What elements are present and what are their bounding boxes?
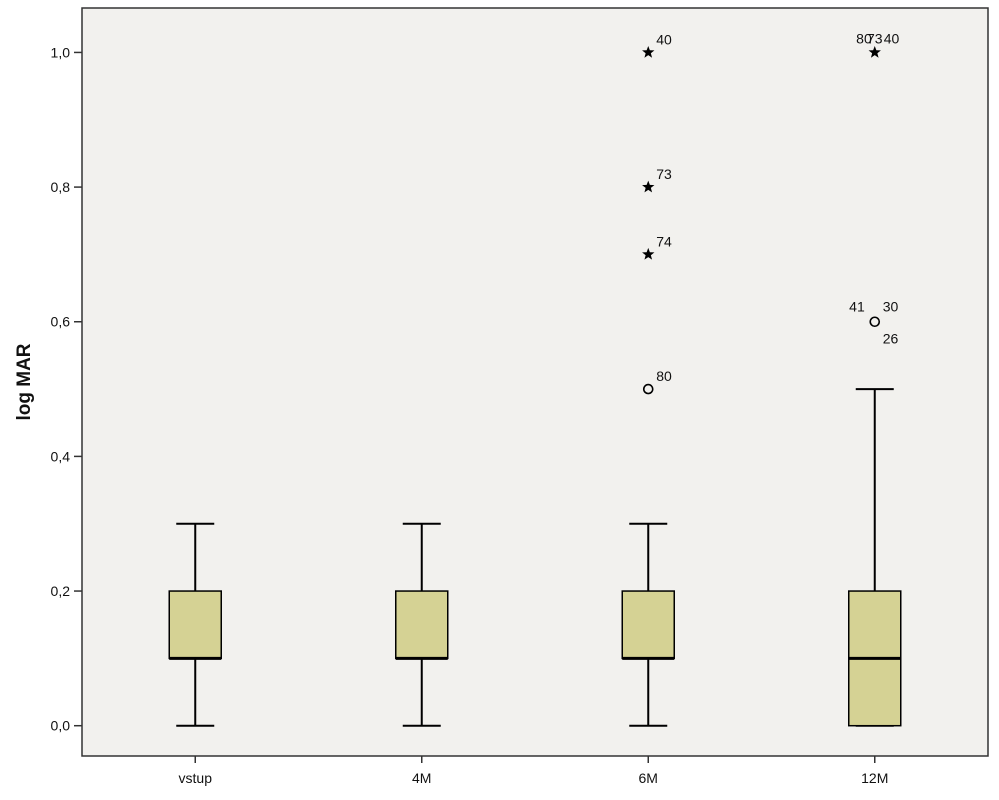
y-tick-label: 0,6 — [51, 314, 71, 330]
iqr-box — [621, 590, 675, 660]
outlier-label: 30 — [883, 299, 899, 315]
box-vstup — [168, 522, 222, 727]
extreme-outlier-star — [642, 247, 655, 260]
y-axis: 0,0 0,2 0,4 0,6 0,8 1,0 — [51, 44, 82, 734]
x-tick-label-vstup: vstup — [179, 770, 213, 786]
outlier-label: 73 — [867, 30, 883, 46]
box-6M: 40 73 74 80 — [621, 31, 675, 727]
outlier-label: 80 — [656, 368, 672, 384]
outlier-label: 40 — [656, 31, 672, 47]
extreme-outlier-star — [642, 45, 655, 58]
outlier-label: 40 — [884, 30, 900, 46]
y-tick-label: 1,0 — [51, 44, 71, 60]
outlier-label: 41 — [849, 299, 865, 315]
iqr-box — [168, 590, 222, 660]
y-tick-label: 0,2 — [51, 583, 71, 599]
extreme-outlier-star — [642, 180, 655, 193]
y-axis-label: log MAR — [14, 343, 35, 420]
box-4M — [395, 522, 449, 727]
outlier-label: 80 — [856, 30, 872, 46]
x-tick-label-4M: 4M — [412, 770, 431, 786]
outlier-circle — [642, 383, 654, 395]
x-tick-label-12M: 12M — [861, 770, 888, 786]
y-tick-label: 0,0 — [51, 718, 71, 734]
x-tick-label-6M: 6M — [639, 770, 658, 786]
plot-background — [81, 7, 989, 757]
x-axis: vstup 4M 6M 12M — [179, 756, 888, 786]
outlier-circle — [869, 316, 881, 328]
extreme-outlier-star — [868, 45, 881, 58]
outlier-label: 26 — [883, 331, 899, 347]
y-tick-label: 0,8 — [51, 179, 71, 195]
y-tick-label: 0,4 — [51, 448, 71, 464]
outlier-label: 74 — [656, 233, 672, 249]
outlier-label: 73 — [656, 166, 672, 182]
iqr-box — [395, 590, 449, 660]
